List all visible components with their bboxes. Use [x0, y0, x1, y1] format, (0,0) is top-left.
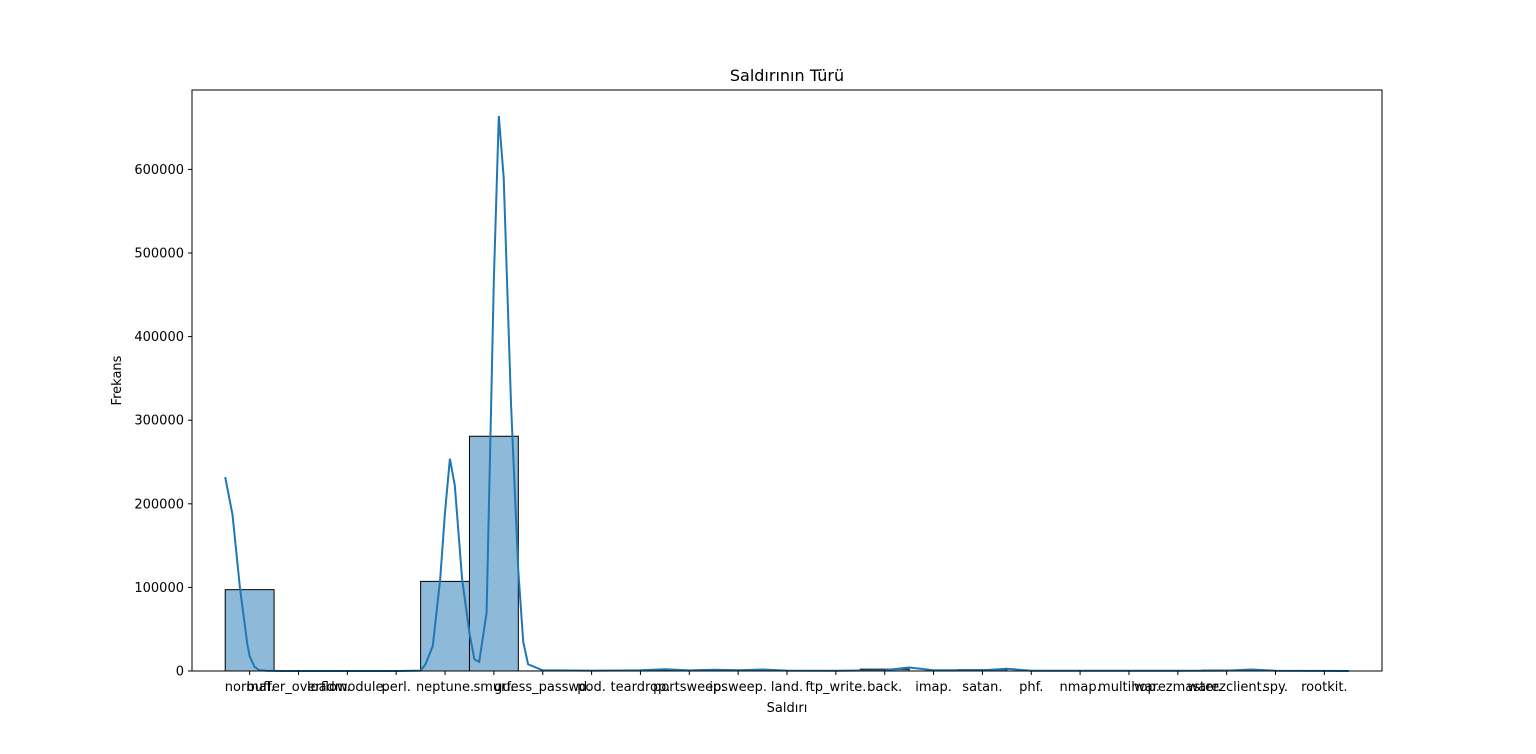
y-tick-label-6: 600000 — [134, 163, 184, 178]
x-tick-label-20: warezclient. — [1187, 680, 1265, 695]
x-tick-label-11: land. — [771, 680, 803, 695]
kde-line — [224, 115, 1349, 672]
x-tick-label-9: portsweep. — [653, 680, 725, 695]
x-tick-label-21: spy. — [1263, 680, 1288, 695]
y-axis-ticks: 0 100000 200000 300000 400000 500000 600000 — [134, 163, 192, 680]
y-tick-label-2: 200000 — [134, 497, 184, 512]
x-tick-label-0: normal. — [225, 680, 275, 695]
histogram-bar-5 — [468, 435, 519, 672]
histogram-bar-0 — [224, 589, 275, 672]
x-tick-label-13: back. — [867, 680, 902, 695]
x-axis-label: Saldırı — [767, 701, 808, 716]
x-tick-label-10: ipsweep. — [709, 680, 767, 695]
y-tick-label-0: 0 — [176, 665, 184, 680]
x-tick-label-2: loadmodule. — [307, 680, 388, 695]
x-tick-label-15: satan. — [962, 680, 1002, 695]
y-tick-label-3: 300000 — [134, 414, 184, 429]
x-tick-label-16: phf. — [1019, 680, 1043, 695]
y-tick-label-5: 500000 — [134, 247, 184, 262]
bars-group — [224, 435, 1350, 672]
x-tick-label-3: perl. — [382, 680, 411, 695]
x-tick-label-6: guess_passwd. — [494, 680, 591, 695]
x-tick-label-7: pod. — [577, 680, 606, 695]
axes-frame — [191, 89, 1383, 672]
x-tick-label-1: buffer_overflow. — [246, 680, 350, 695]
y-tick-label-4: 400000 — [134, 330, 184, 345]
x-tick-label-22: rootkit. — [1301, 680, 1347, 695]
x-tick-label-8: teardrop. — [611, 680, 671, 695]
x-tick-label-17: nmap. — [1059, 680, 1100, 695]
x-tick-label-5: smurf. — [473, 680, 514, 695]
y-tick-label-1: 100000 — [134, 581, 184, 596]
x-tick-label-4: neptune. — [416, 680, 474, 695]
y-axis-label: Frekans — [110, 355, 125, 405]
x-tick-label-12: ftp_write. — [805, 680, 866, 695]
x-axis-ticks: normal.buffer_overflow.loadmodule.perl. n… — [225, 671, 1348, 695]
x-tick-label-14: imap. — [915, 680, 952, 695]
chart-title: Saldırının Türü — [730, 66, 844, 85]
x-tick-label-19: warezmaster. — [1134, 680, 1221, 695]
x-tick-label-18: multihop. — [1098, 680, 1160, 695]
